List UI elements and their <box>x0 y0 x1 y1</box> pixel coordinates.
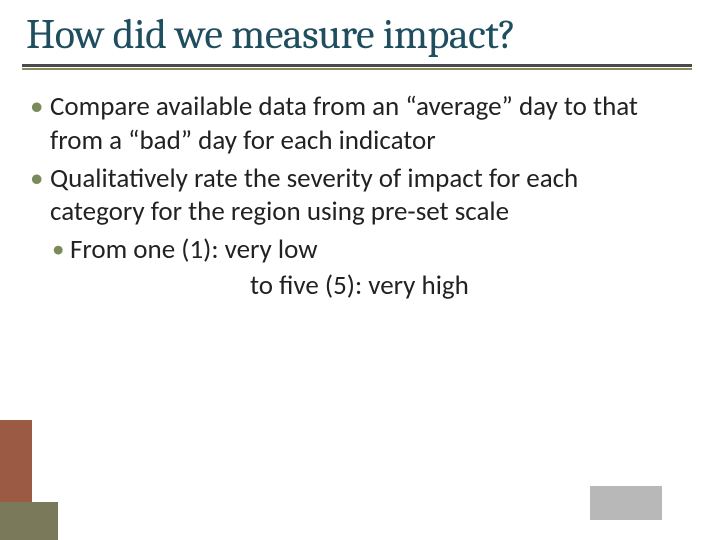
bullet-dot-icon: • <box>52 233 64 264</box>
decoration-gray-block <box>590 486 662 520</box>
sub-bullet-item: • From one (1): very low <box>30 233 660 267</box>
bullet-text: Compare available data from an “average”… <box>50 90 638 157</box>
decoration-olive-block <box>0 502 58 540</box>
bullet-text: Qualitatively rate the severity of impac… <box>50 162 578 229</box>
bullet-text: From one (1): very low <box>70 233 318 266</box>
slide-body: • Compare available data from an “averag… <box>30 90 660 303</box>
bullet-dot-icon: • <box>30 90 43 124</box>
title-underline-bottom <box>22 68 692 70</box>
bullet-item: • Compare available data from an “averag… <box>30 90 660 158</box>
scale-continuation: to five (5): very high <box>30 269 660 303</box>
bullet-item: • Qualitatively rate the severity of imp… <box>30 162 660 230</box>
title-underline-top <box>22 64 692 67</box>
decoration-brown-block <box>0 420 32 502</box>
slide-title: How did we measure impact? <box>26 10 516 59</box>
slide: How did we measure impact? • Compare ava… <box>0 0 720 540</box>
bullet-dot-icon: • <box>30 162 43 196</box>
